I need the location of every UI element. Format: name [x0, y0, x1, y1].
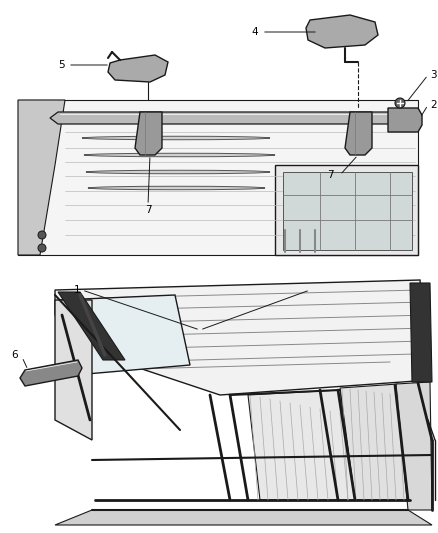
Polygon shape [60, 295, 190, 375]
Ellipse shape [82, 136, 270, 140]
Ellipse shape [88, 186, 265, 190]
Polygon shape [108, 55, 168, 82]
Text: 1: 1 [74, 285, 80, 295]
Polygon shape [50, 112, 415, 124]
Text: 7: 7 [145, 205, 151, 215]
Text: 7: 7 [327, 170, 333, 180]
Text: 2: 2 [430, 100, 437, 110]
Polygon shape [275, 165, 418, 255]
Polygon shape [135, 112, 162, 155]
Ellipse shape [80, 118, 260, 122]
Circle shape [395, 98, 405, 108]
Polygon shape [58, 292, 125, 360]
Polygon shape [55, 280, 430, 395]
Text: 5: 5 [58, 60, 65, 70]
Polygon shape [396, 382, 432, 510]
Polygon shape [55, 510, 432, 525]
Polygon shape [306, 15, 378, 48]
Polygon shape [18, 100, 418, 255]
Polygon shape [18, 100, 65, 255]
Polygon shape [345, 112, 372, 155]
Polygon shape [283, 172, 412, 250]
Circle shape [38, 231, 46, 239]
Polygon shape [20, 360, 82, 386]
Text: 6: 6 [11, 350, 18, 360]
Text: 4: 4 [251, 27, 258, 37]
Ellipse shape [84, 154, 275, 157]
Polygon shape [55, 300, 92, 440]
Polygon shape [388, 108, 422, 132]
Polygon shape [410, 283, 432, 382]
Polygon shape [248, 390, 355, 500]
Circle shape [38, 244, 46, 252]
Polygon shape [340, 384, 408, 500]
Text: 3: 3 [430, 70, 437, 80]
Ellipse shape [86, 170, 270, 174]
